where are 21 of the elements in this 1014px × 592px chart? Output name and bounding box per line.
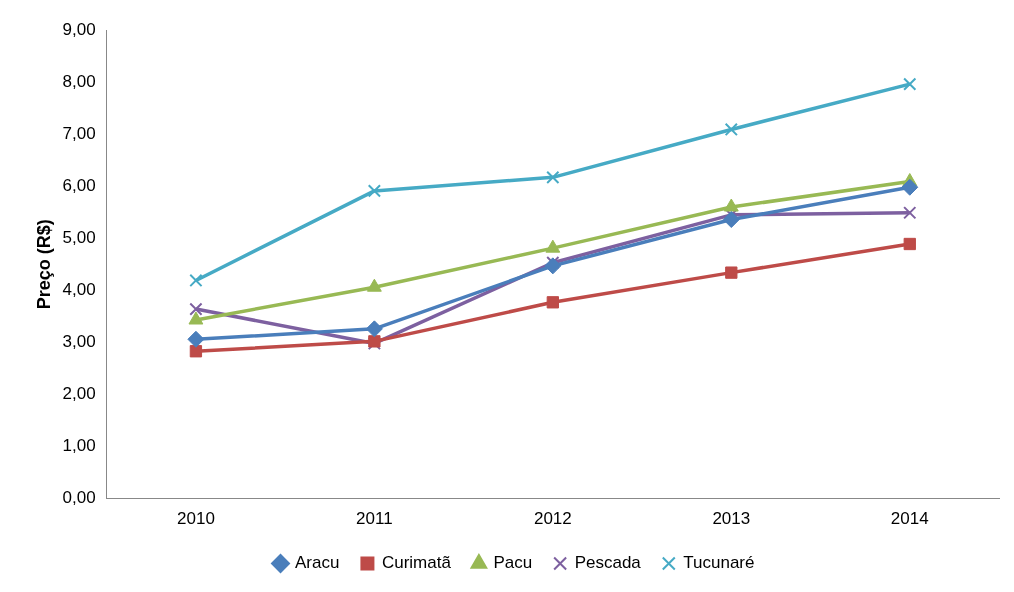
- y-tick-label: 6,00: [62, 175, 96, 195]
- y-tick-label: 4,00: [62, 280, 96, 300]
- y-tick-label: 3,00: [62, 332, 96, 352]
- y-axis-title: Preço (R$): [33, 219, 54, 310]
- y-tick-label: 0,00: [62, 488, 96, 508]
- y-tick-label: 5,00: [62, 227, 96, 247]
- y-tick-label: 8,00: [62, 71, 96, 91]
- x-tick-label: 2012: [533, 509, 572, 529]
- y-tick-label: 9,00: [62, 19, 96, 39]
- y-tick-label: 2,00: [62, 384, 96, 404]
- legend-label: Tucunaré: [683, 553, 755, 573]
- legend-label: Pescada: [574, 553, 642, 573]
- legend-label: Curimatã: [381, 553, 452, 573]
- y-tick-label: 1,00: [62, 436, 96, 456]
- y-tick-label: 7,00: [62, 123, 96, 143]
- x-tick-label: 2013: [712, 509, 751, 529]
- legend-label: Pacu: [493, 553, 533, 573]
- x-tick-label: 2014: [890, 509, 929, 529]
- x-tick-label: 2010: [177, 509, 215, 529]
- x-tick-label: 2011: [356, 509, 393, 529]
- legend-label: Aracu: [295, 553, 340, 573]
